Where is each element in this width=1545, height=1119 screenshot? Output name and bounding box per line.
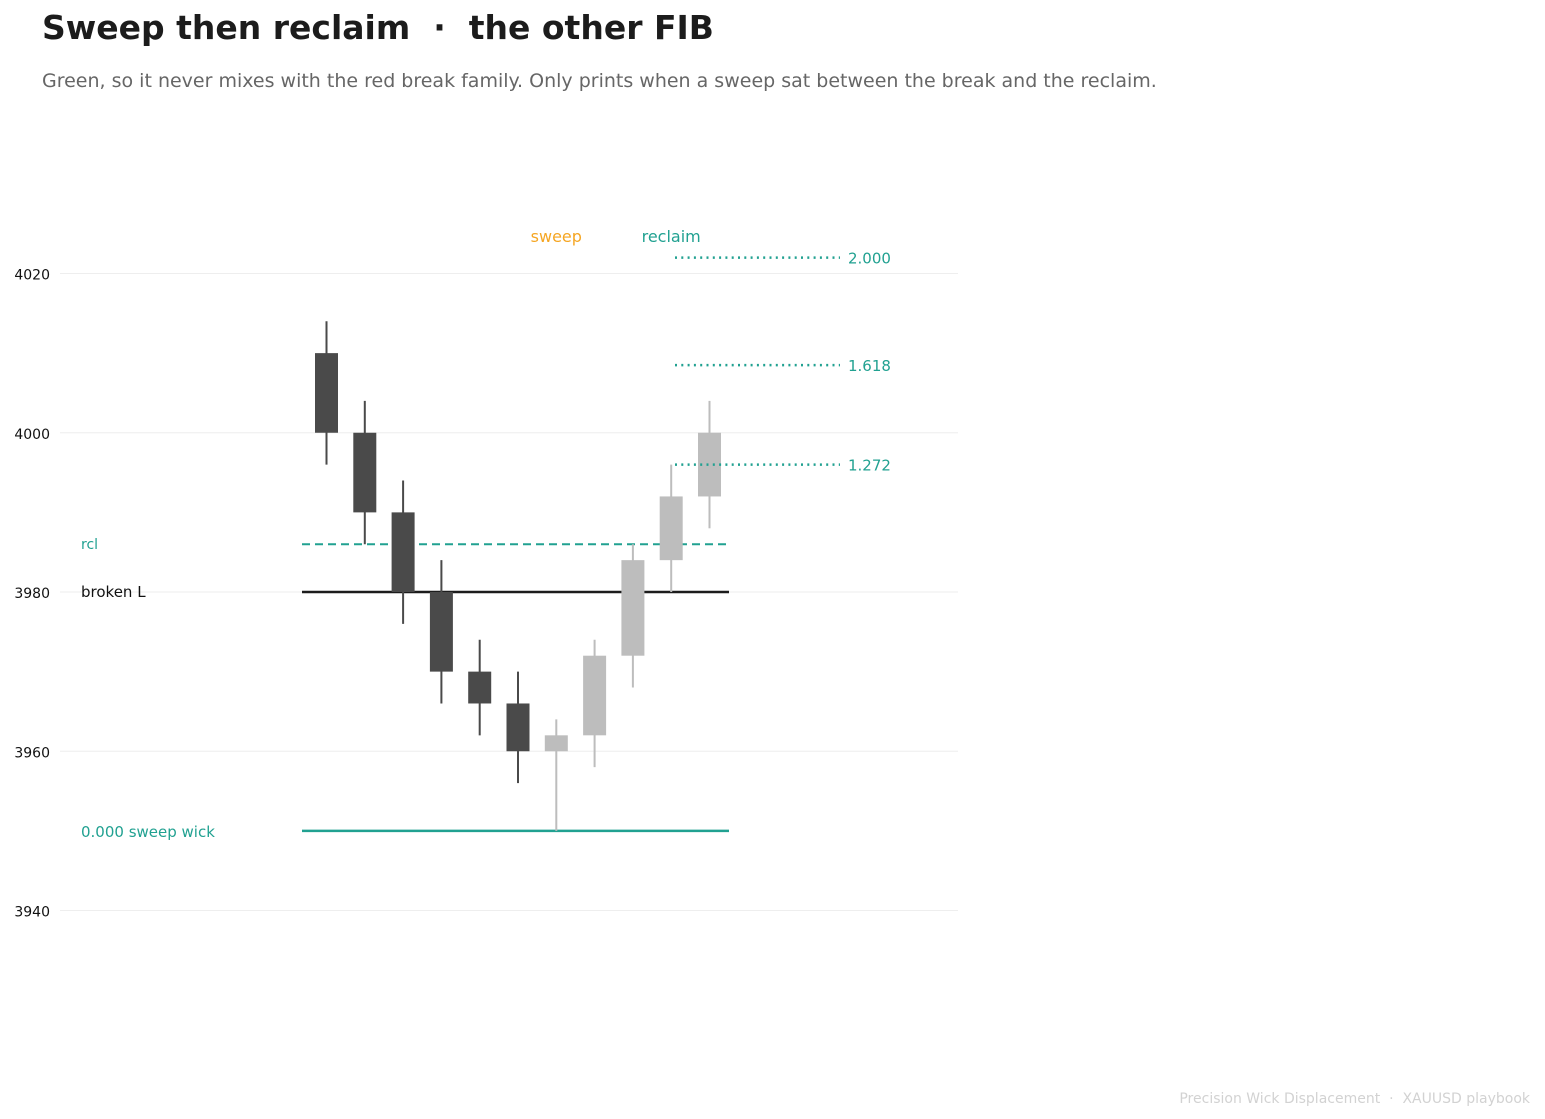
footer-credit: Precision Wick Displacement · XAUUSD pla… <box>1179 1091 1530 1107</box>
candle <box>506 671 530 784</box>
sweep-marker-label: sweep <box>531 227 582 246</box>
price-levels: rcl broken L 0.000 sweep wick <box>81 537 729 841</box>
candle-body <box>468 671 492 704</box>
reclaim-level-label: rcl <box>81 537 98 553</box>
candle-body <box>429 592 453 672</box>
candle <box>315 321 338 465</box>
candle-body <box>698 432 721 497</box>
chart-title: Sweep then reclaim · the other FIB <box>42 8 714 47</box>
candle <box>391 480 415 624</box>
candle-body <box>583 655 607 736</box>
fib-extensions: 1.272 1.618 2.000 <box>675 250 891 475</box>
candle-body <box>544 735 568 752</box>
y-axis: 3940 3960 3980 4000 4020 <box>14 268 50 921</box>
candle-body <box>621 560 645 656</box>
candle <box>583 639 607 768</box>
sweep-wick-label: 0.000 sweep wick <box>81 823 215 841</box>
fib-extension-label: 2.000 <box>848 250 891 268</box>
chart-subtitle: Green, so it never mixes with the red br… <box>42 70 1157 92</box>
y-tick-label: 4020 <box>14 268 50 284</box>
broken-level-label: broken L <box>81 583 146 601</box>
reclaim-marker-label: reclaim <box>642 227 701 246</box>
candle-body <box>506 703 530 752</box>
candle-body <box>659 496 683 561</box>
event-markers: sweep reclaim <box>531 227 701 246</box>
candle <box>468 639 492 736</box>
candle <box>659 464 683 592</box>
candle <box>429 560 453 704</box>
fib-extension-label: 1.618 <box>848 357 891 375</box>
candle <box>621 544 645 688</box>
y-tick-label: 3960 <box>14 745 50 761</box>
candle-body <box>391 512 415 592</box>
candle <box>698 400 721 529</box>
candle-body <box>353 432 377 513</box>
candle <box>544 719 568 831</box>
fib-extension-label: 1.272 <box>848 457 891 475</box>
y-tick-label: 4000 <box>14 427 50 443</box>
candles <box>315 321 721 831</box>
candle-body <box>315 353 338 433</box>
candle <box>353 400 377 545</box>
y-tick-label: 3980 <box>14 586 50 602</box>
y-tick-label: 3940 <box>14 905 50 921</box>
